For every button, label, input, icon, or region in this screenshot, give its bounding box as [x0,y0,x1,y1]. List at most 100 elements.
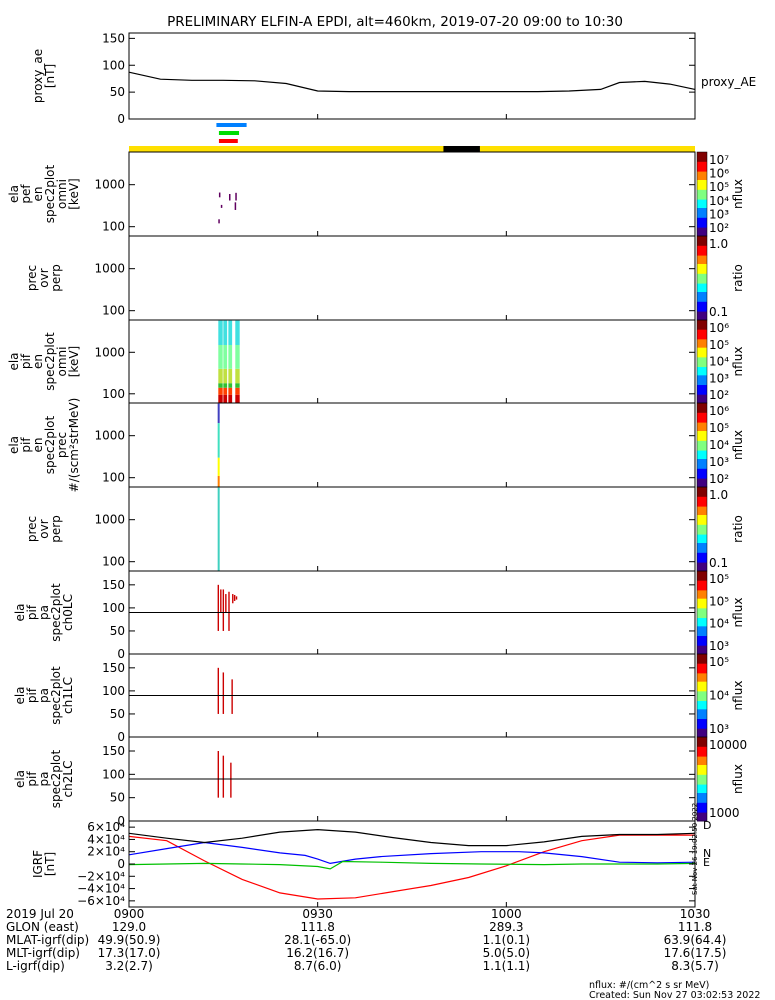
y-axis-label: ovr [37,268,51,287]
colorbar-swatch [697,705,707,708]
y-tick-label: 1000 [94,345,125,359]
colorbar-swatch [697,470,707,473]
colorbar-swatch [697,452,707,454]
colorbar-tick-label: 0.1 [709,556,728,570]
colorbar-swatch [697,637,707,640]
colorbar-swatch [697,440,707,443]
footer-row-label: 2019 Jul 20 [6,907,74,921]
colorbar-swatch [697,252,707,255]
colorbar-swatch [697,383,707,386]
colorbar-swatch [697,575,707,578]
y-tick-label: 100 [102,555,125,569]
colorbar-swatch [697,491,707,494]
y-axis-label: prec [55,432,69,458]
science-zone-bar [218,139,238,143]
colorbar-swatch [697,772,707,774]
colorbar-swatch [697,460,707,463]
colorbar-swatch [697,763,707,766]
colorbar-swatch [697,691,707,694]
colorbar-swatch [697,622,707,625]
colorbar-swatch [697,673,707,676]
colorbar-swatch [697,671,707,674]
colorbar-swatch [697,569,707,572]
series-legend: N [703,847,711,860]
colorbar-swatch [697,688,707,691]
colorbar-swatch [697,616,707,619]
y-axis-label: pef [19,184,33,204]
colorbar-swatch [697,210,707,213]
colorbar-swatch [697,170,707,173]
colorbar-swatch [697,453,707,456]
colorbar-swatch [697,436,707,439]
colorbar-swatch [697,264,707,266]
colorbar-swatch [697,681,707,684]
colorbar-swatch [697,344,707,347]
y-tick-label: 1000 [94,262,125,276]
colorbar-swatch [697,724,707,727]
y-axis-label: ch1LC [61,677,75,714]
colorbar-label: nflux [731,681,745,711]
footer-value: 1.1(1.1) [483,959,531,973]
colorbar-swatch [697,229,707,231]
colorbar-tick-label: 10⁴ [709,689,729,703]
colorbar-swatch [697,698,707,701]
colorbar-swatch [697,565,707,568]
colorbar-swatch [697,485,707,488]
footer-value: 63.9(64.4) [664,933,727,947]
series-lines [128,71,696,900]
colorbar-swatch [697,615,707,618]
colorbar-swatch [697,473,707,475]
colorbar-swatch [697,184,707,187]
footer-value: 3.2(2.7) [105,959,153,973]
colorbar-swatch [697,662,707,665]
colorbar-swatch [697,292,707,294]
colorbar-swatch [697,233,707,236]
colorbar-swatch [697,389,707,392]
colorbar-swatch [697,333,707,336]
colorbar-label: nflux [731,764,745,794]
spectrogram-pixel [234,202,237,210]
y-axis-label: perp [49,515,63,543]
colorbar-swatch [697,461,707,464]
series-line [128,860,696,870]
colorbar-swatch [697,489,707,492]
colorbar-swatch [697,219,707,222]
colorbar-tick-label: 10⁵ [709,655,729,669]
y-tick-label: 100 [102,58,125,72]
y-tick-label: 50 [110,85,125,99]
y-tick-label: 150 [102,744,125,758]
colorbar-swatch [697,349,707,351]
y-tick-label: 100 [102,220,125,234]
colorbar-swatch [697,619,707,622]
colorbar-swatch [697,580,707,583]
colorbar-swatch [697,222,707,224]
colorbar-swatch [697,283,707,286]
footer-row-label: MLAT-igrf(dip) [6,933,89,947]
colorbar-swatch [697,296,707,299]
colorbar-swatch [697,254,707,257]
colorbar-swatch [697,223,707,226]
colorbar-swatch [697,342,707,345]
footer-value: 1.1(0.1) [483,933,531,947]
colorbar-swatch [697,422,707,425]
colorbar-swatch [697,667,707,670]
colorbar-swatch [697,407,707,410]
colorbar-swatch [697,481,707,484]
colorbar-swatch [697,240,707,243]
colorbar-swatch [697,529,707,531]
colorbar-swatch [697,742,707,745]
colorbar-swatch [697,174,707,177]
colorbar-swatch [697,562,707,565]
series-line [128,71,696,93]
colorbar-swatch [697,640,707,643]
colorbar-swatch [697,605,707,608]
colorbar-swatch [697,188,707,191]
colorbar-swatch [697,773,707,776]
series-line [128,841,696,865]
colorbar-swatch [697,280,707,283]
colorbar-swatch [697,396,707,398]
colorbar-swatch [697,300,707,303]
colorbar-swatch [697,612,707,615]
colorbar-swatch [697,212,707,215]
